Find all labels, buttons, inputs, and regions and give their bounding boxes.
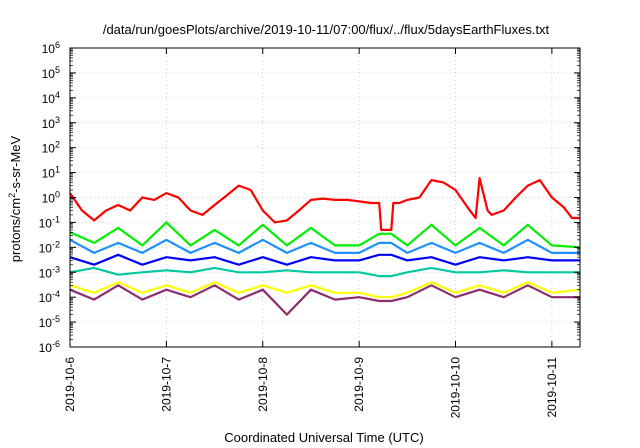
y-tick-base: 10 [39,266,53,280]
y-axis: 10-610-510-410-310-210-11001011021031041… [39,40,580,355]
y-tick-label: 10-6 [39,339,60,355]
y-tick-exponent: 1 [55,165,60,175]
y-axis-label-unit: -s-sr-MeV [8,135,23,192]
x-tick-label: 2019-10-9 [352,357,366,412]
x-tick-label: 2019-10-7 [159,357,173,412]
y-tick-label: 10-4 [39,289,60,305]
x-tick-label: 2019-10-11 [545,357,559,418]
y-tick-base: 10 [39,241,53,255]
y-tick-exponent: 5 [55,65,60,75]
series-line [69,281,581,299]
y-tick-exponent: 3 [55,115,60,125]
y-tick-label: 101 [42,165,60,181]
y-tick-label: 102 [42,140,60,156]
y-tick-label: 10-5 [39,314,60,330]
y-tick-label: 100 [42,190,60,206]
y-tick-exponent: -5 [52,314,60,324]
x-axis: 2019-10-6 2019-10-7 2019-10-8 2019-10-9 2019… [63,48,559,418]
series-line [69,253,580,266]
y-tick-exponent: -4 [52,289,60,299]
y-tick-base: 10 [42,92,56,106]
y-tick-base: 10 [39,341,53,355]
y-tick-label: 105 [42,65,60,81]
chart-title: /data/run/goesPlots/archive/2019-10-11/0… [103,22,550,37]
x-axis-label: Coordinated Universal Time (UTC) [224,430,423,445]
y-tick-base: 10 [42,167,56,181]
y-tick-exponent: 6 [55,40,60,50]
series-line [69,266,580,278]
y-tick-exponent: 4 [55,90,60,100]
x-tick-label: 2019-10-10 [449,357,463,419]
y-tick-base: 10 [39,316,53,330]
series-line [69,284,580,316]
y-axis-label-main: protons/cm [8,198,23,262]
y-tick-base: 10 [39,216,53,230]
y-tick-label: 103 [42,115,60,131]
y-tick-base: 10 [42,42,56,56]
y-tick-label: 104 [42,90,60,106]
series-layer [69,177,581,316]
y-tick-base: 10 [42,192,56,206]
y-tick-base: 10 [42,117,56,131]
y-tick-exponent: -3 [52,264,60,274]
y-tick-exponent: -1 [52,214,60,224]
y-tick-base: 10 [39,291,53,305]
y-axis-label-sup: 2 [7,193,17,198]
y-tick-exponent: 0 [55,190,60,200]
y-axis-label: protons/cm2-s-sr-MeV [7,135,23,262]
y-tick-exponent: 2 [55,140,60,150]
y-tick-label: 10-1 [39,214,60,230]
y-tick-exponent: -6 [52,339,60,349]
series-line [69,177,580,231]
y-tick-label: 10-2 [39,239,60,255]
series-line [69,238,580,254]
x-tick-label: 2019-10-8 [256,357,270,412]
y-tick-base: 10 [42,67,56,81]
y-tick-label: 106 [42,40,60,56]
y-tick-label: 10-3 [39,264,60,280]
x-tick-label: 2019-10-6 [63,357,77,412]
y-tick-exponent: -2 [52,239,60,249]
series-line [69,221,581,249]
y-tick-base: 10 [42,142,56,156]
